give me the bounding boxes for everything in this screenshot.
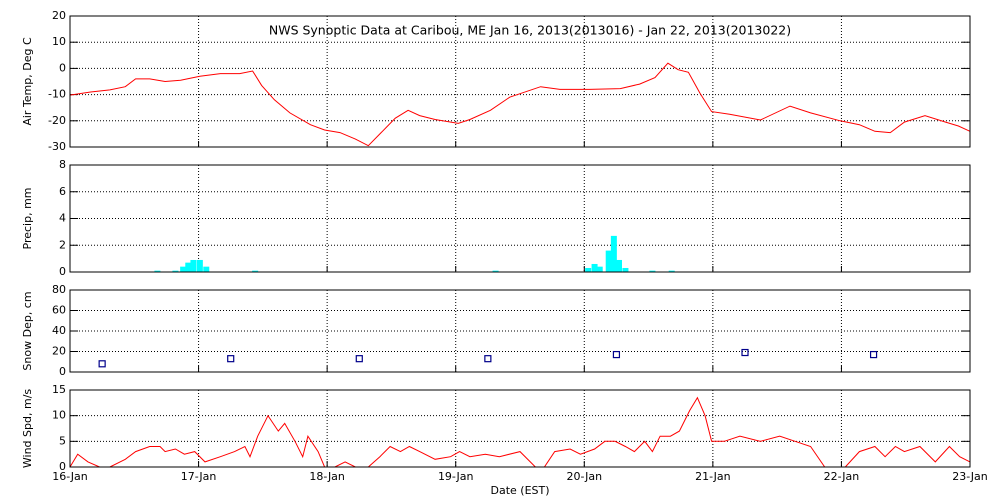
x-tick-label: 18-Jan	[309, 470, 345, 483]
bar	[185, 262, 192, 272]
marker	[227, 355, 235, 363]
x-tick-label: 17-Jan	[181, 470, 217, 483]
y-tick-label: 10	[52, 409, 66, 422]
y-tick-label: 80	[52, 283, 66, 296]
bar	[190, 259, 197, 272]
bar	[668, 270, 675, 272]
bar	[649, 270, 656, 272]
bar	[622, 267, 629, 272]
y-tick-label: 40	[52, 324, 66, 337]
plot-frame	[69, 164, 971, 273]
y-tick-label: 5	[59, 434, 66, 447]
marker	[612, 350, 621, 359]
x-tick-label: 19-Jan	[438, 470, 474, 483]
bar	[616, 259, 622, 272]
marker	[869, 350, 878, 359]
y-tick-label: 0	[59, 460, 66, 473]
bar	[605, 250, 612, 272]
plot-frame	[69, 15, 971, 148]
data-line	[69, 62, 971, 147]
y-tick-label: -10	[48, 88, 66, 101]
y-tick-label: 20	[52, 9, 66, 22]
y-axis-label: Snow Dep, cm	[21, 291, 34, 370]
bar	[180, 266, 187, 272]
y-tick-label: 0	[59, 61, 66, 74]
bar	[252, 270, 259, 272]
bar	[585, 267, 592, 272]
bar	[154, 270, 161, 272]
bar	[610, 235, 617, 272]
x-tick-label: 23-Jan	[952, 470, 988, 483]
y-tick-label: 20	[52, 345, 66, 358]
y-axis-label: Air Temp, Deg C	[21, 37, 34, 126]
plot-frame	[69, 289, 971, 373]
bar	[203, 266, 210, 272]
y-tick-label: 0	[59, 265, 66, 278]
y-tick-label: -30	[48, 140, 66, 153]
x-tick-label: 20-Jan	[567, 470, 603, 483]
marker	[741, 348, 749, 357]
y-tick-label: 8	[59, 158, 66, 171]
y-tick-label: 2	[59, 238, 66, 251]
y-tick-label: -20	[48, 114, 66, 127]
marker	[98, 360, 106, 368]
y-tick-label: 10	[52, 35, 66, 48]
y-axis-label: Precip, mm	[21, 188, 34, 250]
x-tick-label: 16-Jan	[52, 470, 88, 483]
bar	[596, 266, 603, 272]
x-tick-label: 22-Jan	[824, 470, 860, 483]
y-tick-label: 15	[52, 383, 66, 396]
y-tick-label: 6	[59, 185, 66, 198]
bar	[196, 259, 203, 272]
bar	[492, 270, 499, 272]
plot-frame	[69, 389, 971, 468]
y-tick-label: 0	[59, 365, 66, 378]
bar	[172, 270, 179, 272]
y-axis-label: Wind Spd, m/s	[21, 389, 34, 469]
y-tick-label: 60	[52, 304, 66, 317]
bar	[591, 263, 598, 272]
data-line	[69, 396, 971, 468]
marker	[355, 355, 363, 363]
marker	[484, 355, 492, 363]
y-tick-label: 4	[59, 212, 66, 225]
x-axis-label: Date (EST)	[490, 484, 549, 497]
x-tick-label: 21-Jan	[695, 470, 731, 483]
chart-title: NWS Synoptic Data at Caribou, ME Jan 16,…	[269, 23, 791, 38]
